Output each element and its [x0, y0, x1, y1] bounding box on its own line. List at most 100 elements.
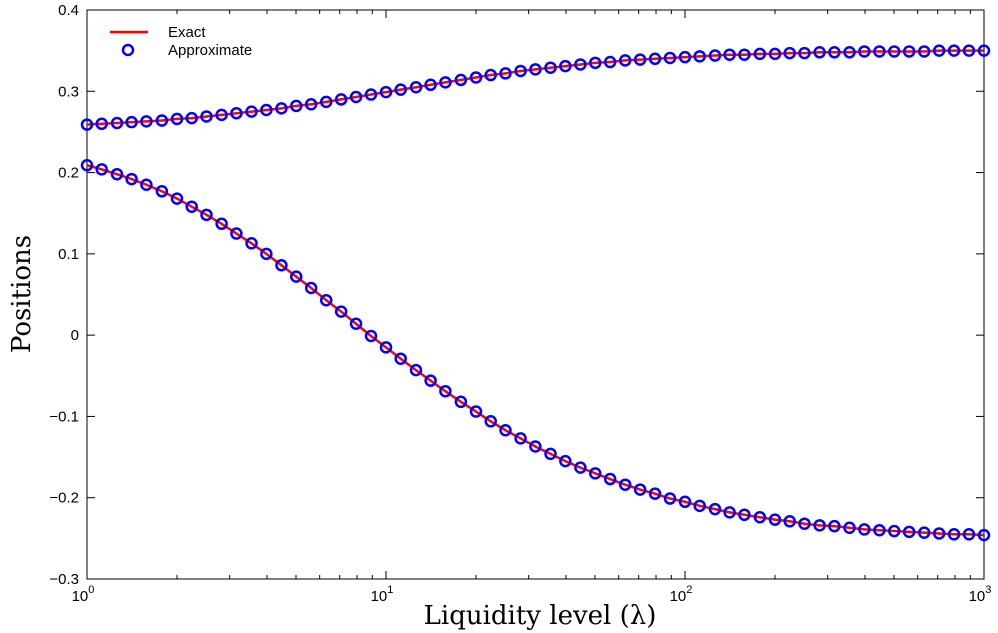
approximate-point [768, 513, 782, 526]
approximate-point [932, 527, 946, 540]
approximate-point [738, 508, 751, 522]
approximate-point [200, 110, 213, 123]
approximate-point [678, 50, 692, 64]
approximate-point [484, 68, 497, 82]
y-tick-label: 0.3 [58, 83, 79, 100]
approximate-point [798, 46, 811, 60]
approximate-point [589, 56, 602, 70]
approximate-point [439, 384, 452, 398]
approximate-point [618, 478, 632, 491]
approximate-point [260, 103, 273, 117]
approximate-point [80, 159, 94, 172]
approximate-point [843, 521, 856, 535]
approximate-point [798, 517, 811, 530]
x-tick-label: 103 [969, 584, 992, 605]
approximate-point [947, 44, 961, 57]
approximate-point [663, 492, 677, 505]
y-tick-label: −0.1 [49, 408, 79, 425]
approximate-point [349, 317, 363, 331]
approximate-point [663, 51, 677, 65]
approximate-point [80, 118, 94, 131]
x-tick-label-exponent: 1 [387, 584, 393, 596]
approximate-point [529, 440, 542, 453]
approximate-point [917, 526, 931, 539]
approximate-point [200, 208, 213, 222]
approximate-point [95, 117, 108, 131]
approximate-point [349, 90, 363, 104]
approximate-point [723, 506, 736, 519]
legend-approximate-label: Approximate [168, 42, 252, 59]
approximate-point [828, 46, 841, 59]
x-tick-label-base: 10 [969, 588, 986, 605]
x-tick-label-base: 10 [371, 588, 388, 605]
approximate-point [95, 163, 108, 176]
approximate-point [409, 80, 423, 94]
approximate-point [813, 519, 826, 532]
approximate-point [170, 112, 184, 126]
approximate-point [319, 293, 333, 307]
approximate-point [334, 93, 348, 106]
approximate-point [469, 405, 483, 418]
approximate-point [544, 61, 557, 74]
approximate-point [454, 73, 468, 87]
legend-approximate-marker [121, 43, 135, 57]
x-tick-label-exponent: 3 [985, 584, 991, 596]
approximate-point [364, 329, 378, 343]
approximate-point [245, 105, 258, 118]
approximate-point [648, 487, 662, 500]
approximate-point [708, 49, 722, 62]
y-axis-label: Positions [7, 235, 37, 353]
axis-ticks [86, 9, 985, 580]
approximate-point [110, 116, 124, 130]
y-tick-label: 0.4 [58, 2, 79, 19]
approximate-point [962, 44, 976, 57]
approximate-point [290, 270, 303, 283]
y-tick-label: −0.3 [49, 571, 79, 588]
approximate-point [858, 45, 871, 58]
x-tick-label-exponent: 2 [686, 584, 692, 596]
approximate-point [589, 467, 602, 480]
x-tick-label: 102 [670, 584, 693, 605]
approximate-point [738, 48, 751, 61]
approximate-point [723, 48, 736, 61]
x-axis-label: Liquidity level (λ) [424, 601, 657, 631]
approximate-point [514, 432, 527, 445]
legend-exact-label: Exact [168, 24, 206, 41]
approximate-point [873, 523, 886, 537]
approximate-point [275, 102, 288, 115]
approximate-point [813, 46, 826, 59]
approximate-point [275, 258, 288, 272]
approximate-point [902, 525, 916, 539]
legend: Exact Approximate [110, 24, 252, 59]
approximate-point [394, 83, 407, 96]
approximate-point [693, 50, 706, 63]
exact-series-line [86, 164, 985, 537]
approximate-point [364, 88, 378, 101]
x-tick-label: 101 [371, 584, 394, 605]
approximate-point [394, 352, 407, 365]
approximate-point [424, 78, 437, 92]
approximate-point [319, 95, 333, 109]
approximate-point [574, 461, 587, 474]
approximate-point [185, 200, 198, 213]
approximate-point [469, 71, 483, 84]
approximate-point [140, 115, 153, 128]
approximate-point [215, 108, 228, 122]
approximate-point [603, 472, 617, 486]
approximate-point [783, 515, 796, 528]
approximate-point [888, 524, 901, 538]
approximate-point [693, 499, 706, 513]
approximate-point [424, 374, 437, 387]
x-tick-label-exponent: 0 [88, 584, 94, 596]
approximate-point [858, 523, 871, 536]
approximate-point [708, 502, 722, 516]
approximate-point [170, 192, 184, 205]
approximate-point [574, 58, 587, 71]
y-tick-label: 0.2 [58, 165, 79, 182]
approximate-point [245, 237, 258, 250]
approximate-point [932, 44, 946, 57]
approximate-point [304, 281, 318, 295]
approximate-point [529, 63, 542, 76]
